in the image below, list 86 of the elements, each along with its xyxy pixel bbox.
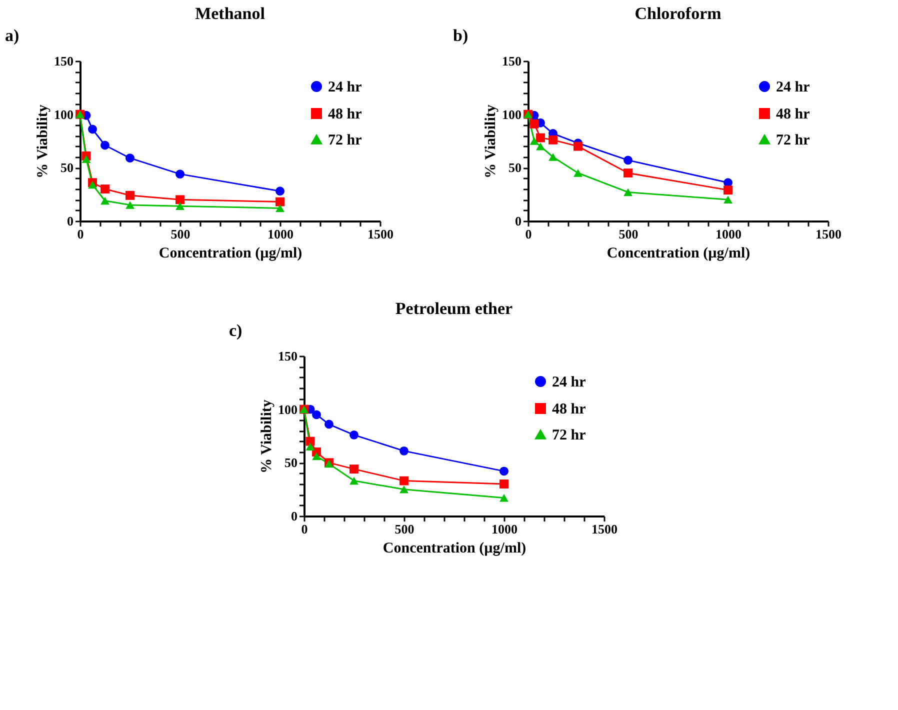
chart-title: Petroleum ether [395, 299, 514, 318]
legend-label: 48 hr [776, 106, 810, 122]
point [530, 119, 539, 128]
chart-title: Chloroform [634, 4, 722, 23]
point [276, 186, 284, 196]
y-tick-label: 100 [502, 106, 522, 122]
x-axis-title: Concentration (µg/ml) [382, 540, 526, 556]
point [100, 184, 110, 194]
legend-label: 72 hr [328, 132, 362, 148]
x-tick-label: 1000 [268, 226, 294, 242]
y-tick-label: 0 [67, 214, 74, 228]
point [312, 452, 321, 460]
point [276, 197, 284, 206]
y-axis-title: % Viability [483, 104, 499, 178]
point [276, 204, 284, 212]
x-tick-label: 500 [618, 226, 638, 242]
x-axis-title: Concentration (µg/ml) [606, 246, 750, 262]
point [350, 464, 358, 474]
x-tick-label: 0 [77, 226, 84, 242]
point [350, 430, 358, 440]
legend-label: 24 hr [776, 80, 810, 96]
point [548, 135, 558, 144]
y-tick-label: 50 [284, 455, 298, 470]
y-tick-label: 150 [502, 54, 522, 68]
point [536, 133, 545, 142]
point [126, 201, 134, 209]
y-tick-label: 0 [515, 214, 522, 228]
point [176, 195, 184, 204]
text: a) [5, 26, 20, 45]
point [624, 168, 632, 178]
point [500, 480, 508, 488]
x-tick-label: 500 [170, 226, 190, 242]
x-tick-label: 1500 [368, 226, 394, 242]
legend-label: 24 hr [552, 374, 586, 390]
legend-label: 72 hr [552, 428, 586, 444]
legend-label: 48 hr [552, 402, 586, 418]
point [306, 442, 315, 451]
y-tick-label: 50 [508, 160, 522, 176]
point [530, 137, 539, 145]
point [88, 180, 97, 189]
y-tick-label: 150 [278, 348, 298, 364]
legend-label: 72 hr [776, 132, 810, 148]
x-axis-title: Concentration (µg/ml) [158, 246, 302, 262]
point [724, 196, 732, 204]
x-tick-label: 0 [301, 522, 308, 536]
point [548, 153, 558, 161]
point [724, 186, 732, 195]
point [176, 202, 184, 210]
y-tick-label: 150 [54, 54, 74, 68]
point [400, 446, 408, 456]
x-tick-label: 1000 [492, 522, 518, 536]
y-tick-label: 100 [278, 402, 298, 417]
point [624, 188, 632, 196]
x-tick-label: 0 [525, 226, 532, 242]
point [536, 142, 545, 150]
point [500, 494, 508, 502]
point [126, 190, 134, 200]
legend-label: 24 hr [328, 80, 362, 96]
y-tick-label: 50 [60, 160, 74, 176]
x-tick-label: 1500 [592, 522, 618, 536]
point [350, 476, 358, 485]
point [100, 140, 110, 150]
point [312, 410, 321, 420]
text: c) [229, 321, 242, 340]
point [400, 476, 408, 486]
point [324, 420, 334, 429]
y-tick-label: 0 [291, 508, 298, 524]
text: b) [453, 26, 468, 45]
point [624, 156, 632, 165]
chart-title: Methanol [195, 4, 266, 23]
y-axis-title: % Viability [259, 399, 275, 474]
x-tick-label: 500 [394, 522, 414, 536]
legend-label: 48 hr [328, 106, 362, 122]
x-tick-label: 1500 [816, 226, 842, 242]
point [176, 170, 184, 179]
y-axis-title: % Viability [35, 104, 51, 178]
point [574, 142, 582, 151]
point [126, 154, 134, 163]
point [400, 485, 408, 494]
y-tick-label: 100 [54, 106, 74, 122]
point [100, 196, 110, 205]
point [500, 466, 508, 476]
point [88, 124, 97, 134]
point [574, 169, 582, 177]
x-tick-label: 1000 [716, 226, 742, 242]
point [82, 155, 91, 164]
